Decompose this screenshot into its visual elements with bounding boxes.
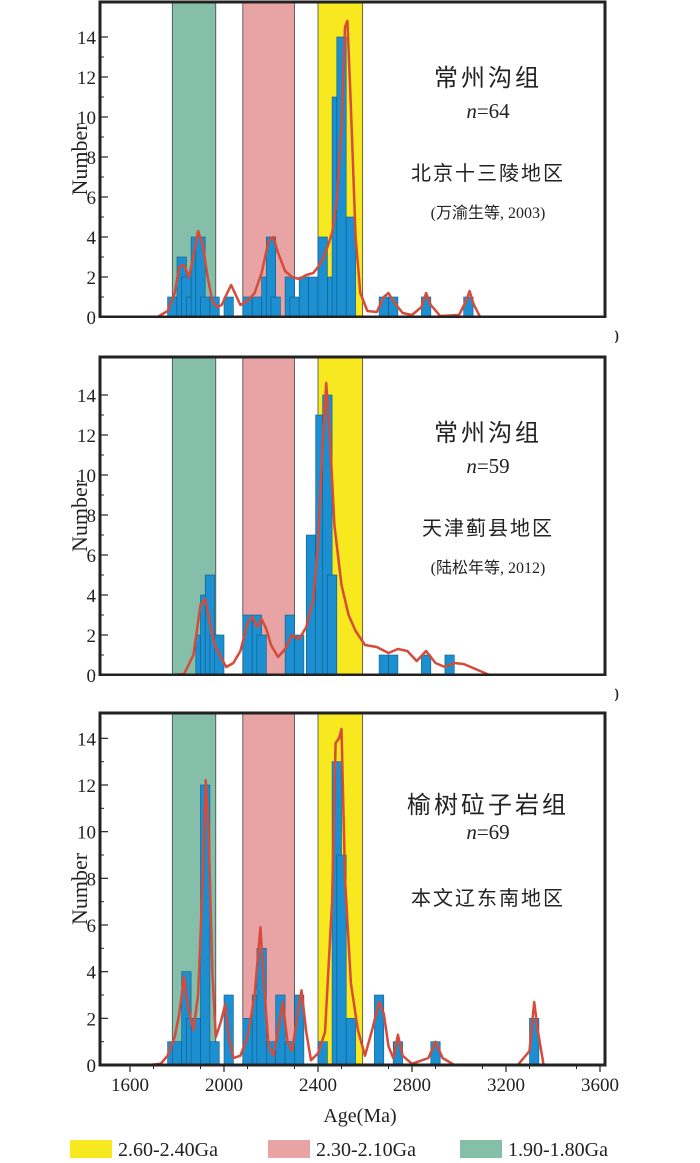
histogram-bar bbox=[209, 1041, 220, 1066]
panel-gap bbox=[95, 676, 615, 713]
y-tick-label: 6 bbox=[87, 916, 97, 937]
histogram-bar bbox=[289, 296, 300, 318]
x-axis-title: Age(Ma) bbox=[323, 1105, 396, 1127]
sample-count: n=64 bbox=[466, 99, 510, 123]
x-tick-label: 1600 bbox=[111, 1075, 149, 1096]
legend-swatch-2.30-2.10Ga bbox=[268, 1140, 310, 1158]
panel-3: 0 2 4 6 8 10 12 14 1600 2000 2400 2800 3200 3600 Numbe… bbox=[67, 711, 619, 1096]
y-tick-label: 14 bbox=[77, 729, 97, 750]
histogram-bar bbox=[294, 634, 305, 676]
y-tick-label: 2 bbox=[87, 626, 97, 647]
probability-density-curve bbox=[148, 727, 545, 1067]
sample-count: n=69 bbox=[466, 820, 509, 844]
probability-density-curve bbox=[141, 19, 482, 319]
formation-name: 常州沟组 bbox=[434, 65, 542, 92]
y-tick-label: 4 bbox=[87, 228, 97, 249]
histogram-bar bbox=[242, 1018, 253, 1066]
y-tick-label: 0 bbox=[87, 666, 97, 687]
citation-label: (陆松年等, 2012) bbox=[431, 559, 546, 577]
y-tick-label: 14 bbox=[77, 28, 97, 49]
histogram-bar bbox=[172, 1041, 183, 1066]
y-tick-label: 12 bbox=[77, 426, 96, 447]
legend-swatch-1.90-1.80Ga bbox=[460, 1140, 502, 1158]
citation-label: (万渝生等, 2003) bbox=[431, 204, 546, 222]
sample-count: n=59 bbox=[466, 454, 509, 478]
histogram-bar bbox=[421, 654, 432, 676]
locality-label: 北京十三陵地区 bbox=[411, 162, 565, 185]
histogram-bar bbox=[345, 1018, 356, 1066]
panel-1: 02468101214160020002400280032003600Numbe… bbox=[67, 0, 619, 348]
histogram-bar bbox=[223, 296, 234, 318]
histogram-bar bbox=[270, 296, 281, 318]
y-tick-label: 12 bbox=[77, 68, 96, 89]
y-axis-title: Number bbox=[67, 479, 92, 552]
x-tick-label: 3600 bbox=[581, 1075, 619, 1096]
formation-name: 常州沟组 bbox=[434, 420, 542, 447]
y-tick-label: 10 bbox=[77, 823, 96, 844]
y-tick-label: 2 bbox=[87, 268, 97, 289]
y-tick-label: 10 bbox=[77, 108, 96, 129]
histogram-bar bbox=[256, 634, 267, 676]
y-tick-label: 2 bbox=[87, 1009, 97, 1030]
y-tick-label: 4 bbox=[87, 586, 97, 607]
histogram-bar bbox=[388, 654, 399, 676]
y-tick-label: 8 bbox=[87, 148, 97, 169]
formation-name: 榆树砬子岩组 bbox=[407, 792, 569, 819]
locality-label: 本文辽东南地区 bbox=[411, 887, 565, 910]
histogram-bar bbox=[308, 276, 319, 318]
legend-label-1.90-1.80Ga: 1.90-1.80Ga bbox=[508, 1139, 608, 1161]
y-tick-label: 8 bbox=[87, 869, 97, 890]
x-tick-label: 2800 bbox=[393, 1075, 431, 1096]
y-tick-label: 12 bbox=[77, 776, 96, 797]
locality-label: 天津蓟县地区 bbox=[422, 517, 554, 540]
histogram-bar bbox=[430, 1041, 441, 1066]
y-tick-label: 8 bbox=[87, 506, 97, 527]
panels-layer: 02468101214160020002400280032003600Numbe… bbox=[67, 0, 619, 1096]
x-tick-label: 2400 bbox=[299, 1075, 337, 1096]
y-tick-label: 14 bbox=[77, 386, 97, 407]
probability-density-curve bbox=[169, 381, 491, 677]
legend: 2.60-2.40Ga 2.30-2.10Ga 1.90-1.80Ga bbox=[70, 1139, 608, 1161]
y-tick-label: 4 bbox=[87, 963, 97, 984]
x-tick-label: 2000 bbox=[205, 1075, 243, 1096]
y-tick-label: 6 bbox=[87, 546, 97, 567]
y-axis-title: Number bbox=[67, 852, 92, 925]
y-tick-label: 10 bbox=[77, 466, 96, 487]
band-2.30-2.10Ga bbox=[242, 2, 295, 1065]
y-tick-label: 6 bbox=[87, 188, 97, 209]
panel-gap bbox=[95, 318, 615, 357]
legend-label-2.60-2.40Ga: 2.60-2.40Ga bbox=[118, 1139, 218, 1161]
histogram-bar bbox=[298, 276, 309, 318]
y-axis-title: Number bbox=[67, 123, 92, 196]
legend-label-2.30-2.10Ga: 2.30-2.10Ga bbox=[316, 1139, 416, 1161]
legend-swatch-2.60-2.40Ga bbox=[70, 1140, 112, 1158]
y-tick-label: 0 bbox=[87, 308, 97, 329]
histogram-bar bbox=[327, 574, 338, 676]
histogram-bar bbox=[251, 296, 262, 318]
histogram-bar bbox=[200, 296, 211, 318]
y-tick-label: 0 bbox=[87, 1056, 97, 1077]
x-tick-label: 3200 bbox=[487, 1075, 525, 1096]
histogram-bar bbox=[378, 654, 389, 676]
